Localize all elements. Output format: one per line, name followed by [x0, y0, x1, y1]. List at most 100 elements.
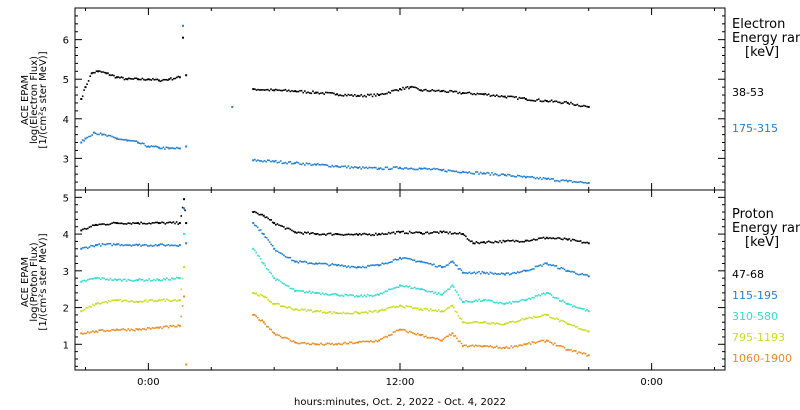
data-point [315, 310, 318, 313]
data-point [363, 232, 366, 235]
data-point [528, 176, 530, 178]
y-tick-label: 6 [63, 36, 69, 47]
data-point [403, 88, 406, 90]
data-point [412, 332, 414, 334]
data-point [554, 318, 556, 320]
data-point [378, 293, 381, 296]
data-point [482, 321, 485, 324]
data-point [312, 262, 314, 265]
data-point [166, 221, 168, 224]
data-point [84, 86, 87, 89]
data-point [399, 166, 401, 169]
data-point [318, 292, 321, 295]
data-point [558, 101, 561, 104]
data-point [94, 330, 97, 333]
data-point [486, 271, 488, 274]
data-point [489, 241, 492, 243]
data-point [262, 160, 264, 163]
data-point [271, 160, 274, 162]
data-point [434, 90, 437, 92]
data-point [391, 89, 393, 92]
data-point [524, 317, 527, 320]
data-point [552, 264, 555, 266]
data-point [505, 322, 508, 324]
data-point [415, 87, 418, 89]
data-point [294, 290, 297, 293]
data-point [176, 76, 178, 79]
data-point [253, 224, 256, 227]
data-point [162, 244, 165, 246]
data-point [560, 266, 563, 269]
data-point [261, 232, 264, 235]
data-point [174, 222, 176, 225]
data-point [429, 308, 432, 311]
data-point [381, 337, 384, 340]
data-point [313, 343, 316, 345]
data-point [166, 298, 168, 301]
data-point [475, 93, 477, 96]
data-point [482, 241, 485, 244]
data-point [440, 266, 443, 269]
data-point [586, 330, 588, 333]
data-point [375, 95, 377, 97]
data-point [413, 307, 416, 309]
data-point [373, 310, 375, 312]
data-point [104, 243, 107, 246]
data-point [370, 166, 372, 169]
data-point [566, 302, 569, 305]
data-point [375, 294, 377, 296]
data-point [442, 230, 445, 233]
data-point [495, 241, 498, 243]
data-point [350, 94, 353, 96]
data-point [486, 345, 488, 347]
data-point [297, 231, 300, 234]
data-point [278, 334, 280, 337]
data-point [531, 99, 534, 102]
data-point [414, 86, 416, 89]
data-point [473, 173, 475, 175]
data-point [494, 272, 496, 275]
data-point [583, 104, 585, 107]
data-point [167, 326, 170, 329]
data-point [389, 334, 392, 336]
data-point [566, 269, 569, 272]
data-point [473, 300, 475, 302]
data-point [91, 330, 94, 332]
data-point [276, 250, 279, 253]
data-point [263, 159, 266, 162]
data-point [265, 325, 268, 328]
data-point [368, 94, 371, 96]
data-point [539, 100, 542, 102]
data-point [389, 168, 392, 171]
data-point [157, 279, 160, 281]
data-point [518, 271, 521, 274]
data-point [392, 166, 395, 168]
data-point [342, 295, 345, 298]
data-point [444, 265, 446, 268]
data-point [103, 301, 105, 304]
data-point [402, 328, 405, 331]
data-point [576, 352, 579, 355]
data-point [587, 275, 590, 278]
data-point [529, 176, 532, 178]
data-point [358, 166, 361, 168]
data-point [583, 308, 585, 310]
proton-legend-subtitle: Energy range [732, 221, 800, 236]
data-point [144, 144, 147, 147]
data-point [426, 168, 429, 170]
data-point [339, 312, 342, 314]
data-point [554, 297, 556, 299]
data-point [547, 292, 550, 295]
data-point [529, 269, 532, 271]
data-point [451, 332, 454, 335]
data-point [549, 178, 551, 181]
data-point [271, 221, 274, 224]
data-point [549, 100, 551, 103]
data-point [333, 92, 335, 95]
data-point [584, 105, 587, 107]
data-point [500, 95, 503, 97]
data-point [545, 339, 548, 342]
data-point [279, 252, 282, 254]
data-point [297, 162, 300, 164]
